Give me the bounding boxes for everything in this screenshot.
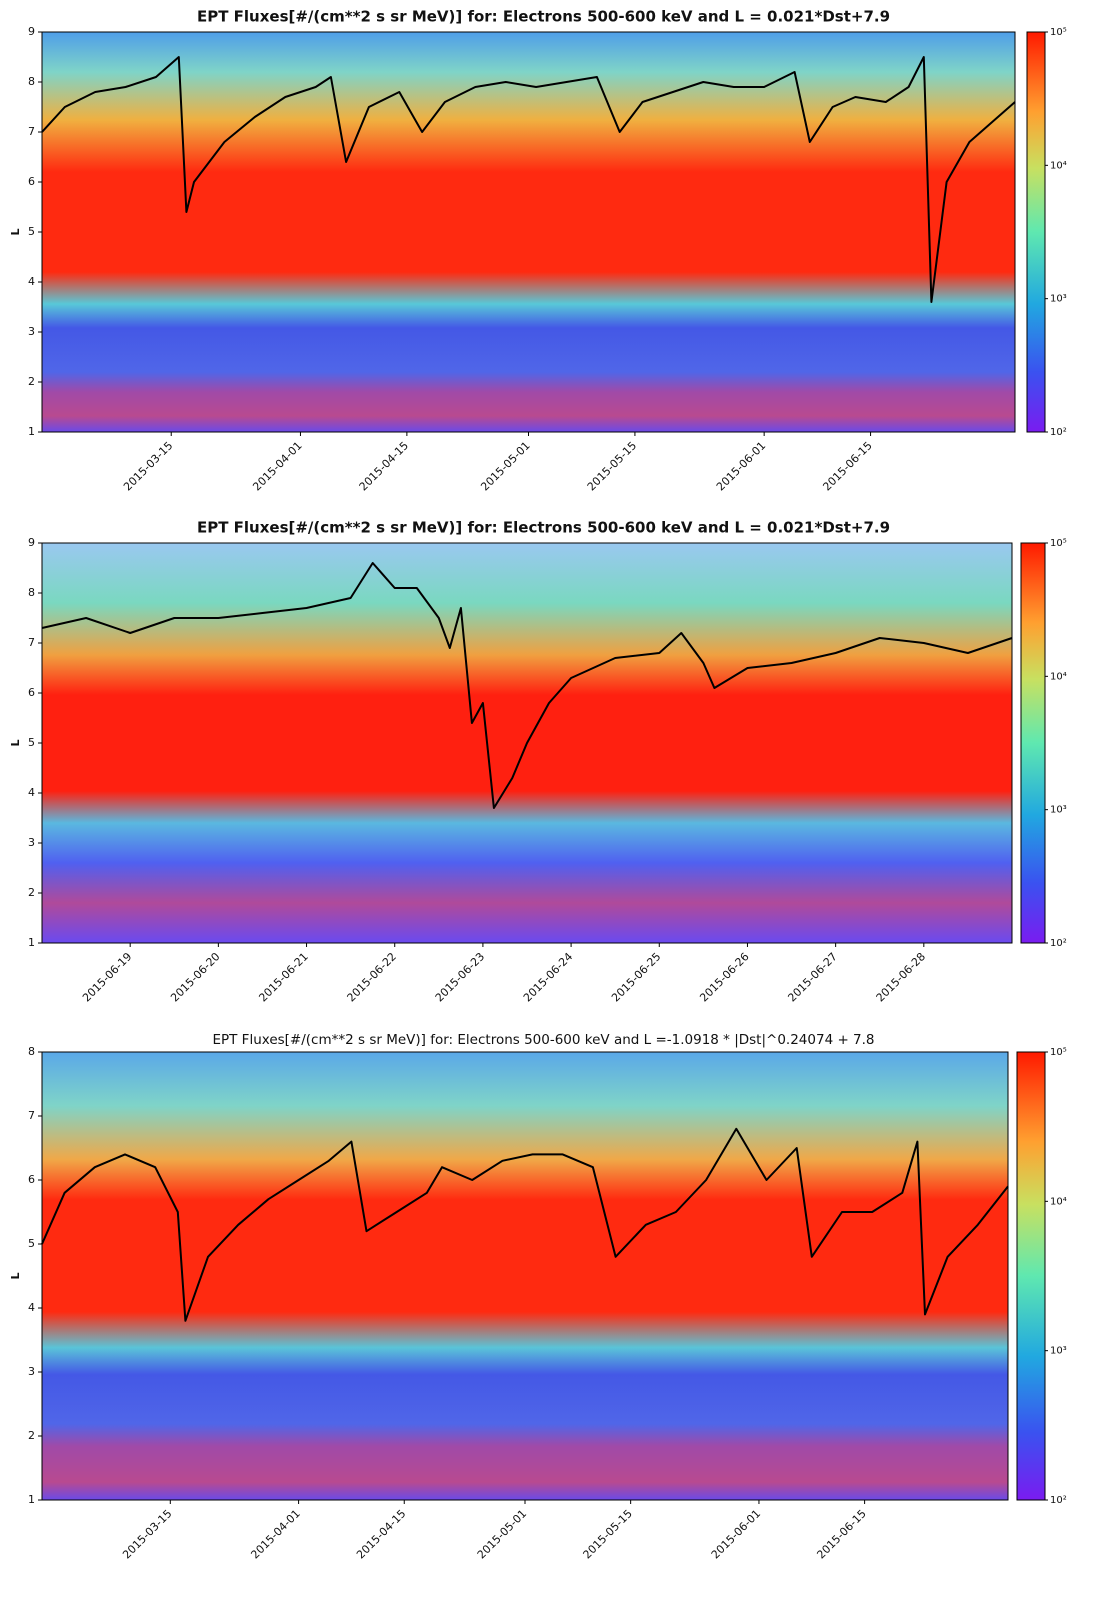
y-axis-label: L bbox=[9, 1272, 22, 1279]
colorbar-tick-label: 10⁴ bbox=[1050, 160, 1067, 171]
x-tick-label: 2015-06-01 bbox=[709, 1507, 763, 1561]
colorbar-tick-label: 10³ bbox=[1050, 805, 1067, 816]
y-tick-label: 6 bbox=[28, 1173, 35, 1186]
y-tick-label: 2 bbox=[28, 886, 35, 899]
y-tick-label: 8 bbox=[28, 1045, 35, 1058]
x-tick-label: 2015-04-01 bbox=[248, 1507, 302, 1561]
x-tick-label: 2015-04-15 bbox=[354, 1507, 408, 1561]
chart-title: EPT Fluxes[#/(cm**2 s sr MeV)] for: Elec… bbox=[212, 1032, 874, 1048]
y-tick-label: 6 bbox=[28, 175, 35, 188]
x-tick-label: 2015-06-27 bbox=[785, 950, 839, 1004]
colorbar-tick-label: 10⁴ bbox=[1050, 671, 1067, 682]
x-tick-label: 2015-03-15 bbox=[121, 439, 175, 493]
x-tick-label: 2015-06-21 bbox=[256, 950, 310, 1004]
x-tick-label: 2015-05-01 bbox=[478, 439, 532, 493]
y-tick-label: 1 bbox=[28, 425, 35, 438]
y-tick-label: 4 bbox=[28, 275, 35, 288]
chart-title: EPT Fluxes[#/(cm**2 s sr MeV)] for: Elec… bbox=[197, 8, 890, 26]
y-tick-label: 3 bbox=[28, 836, 35, 849]
x-tick-label: 2015-03-15 bbox=[120, 1507, 174, 1561]
l-dst-line bbox=[41, 56, 1016, 303]
colorbar-tick-label: 10³ bbox=[1050, 294, 1067, 305]
x-tick-label: 2015-06-22 bbox=[345, 950, 399, 1004]
colorbar-tick-label: 10⁴ bbox=[1050, 1196, 1067, 1207]
y-tick-label: 9 bbox=[28, 25, 35, 38]
colorbar-tick-label: 10⁵ bbox=[1050, 538, 1067, 549]
y-axis-label: L bbox=[9, 228, 22, 235]
x-tick-label: 2015-06-25 bbox=[609, 950, 663, 1004]
colorbar-tick-label: 10⁵ bbox=[1050, 27, 1067, 38]
y-tick-label: 7 bbox=[28, 636, 35, 649]
plot-frame bbox=[41, 1051, 1009, 1501]
y-tick-label: 1 bbox=[28, 936, 35, 949]
y-tick-label: 6 bbox=[28, 686, 35, 699]
y-tick-label: 2 bbox=[28, 1429, 35, 1442]
colorbar-tick-label: 10² bbox=[1050, 1495, 1067, 1506]
x-tick-label: 2015-06-20 bbox=[168, 950, 222, 1004]
y-tick-label: 2 bbox=[28, 375, 35, 388]
chart-title: EPT Fluxes[#/(cm**2 s sr MeV)] for: Elec… bbox=[197, 519, 890, 537]
l-dst-line bbox=[41, 562, 1013, 809]
x-tick-label: 2015-06-19 bbox=[80, 950, 134, 1004]
x-tick-label: 2015-06-01 bbox=[714, 439, 768, 493]
l-dst-line bbox=[41, 1127, 1009, 1322]
flux-heatmap bbox=[42, 32, 1015, 432]
colorbar-tick-label: 10² bbox=[1050, 938, 1067, 949]
flux-heatmap bbox=[42, 1052, 1008, 1500]
x-tick-label: 2015-04-01 bbox=[250, 439, 304, 493]
colorbar bbox=[1020, 542, 1046, 944]
y-tick-label: 7 bbox=[28, 1109, 35, 1122]
x-tick-label: 2015-05-01 bbox=[475, 1507, 529, 1561]
x-tick-label: 2015-06-23 bbox=[433, 950, 487, 1004]
x-tick-label: 2015-05-15 bbox=[585, 439, 639, 493]
colorbar-tick-label: 10² bbox=[1050, 427, 1067, 438]
x-tick-label: 2015-06-26 bbox=[697, 950, 751, 1004]
y-tick-label: 3 bbox=[28, 1365, 35, 1378]
y-tick-label: 4 bbox=[28, 1301, 35, 1314]
colorbar-tick-label: 10³ bbox=[1050, 1346, 1067, 1357]
y-tick-label: 5 bbox=[28, 736, 35, 749]
y-tick-label: 9 bbox=[28, 536, 35, 549]
colorbar bbox=[1026, 31, 1046, 433]
x-tick-label: 2015-05-15 bbox=[580, 1507, 634, 1561]
y-tick-label: 3 bbox=[28, 325, 35, 338]
colorbar-tick-label: 10⁵ bbox=[1050, 1047, 1067, 1058]
plot-frame bbox=[41, 31, 1016, 433]
plot-frame bbox=[41, 542, 1013, 944]
x-tick-label: 2015-06-28 bbox=[874, 950, 928, 1004]
y-tick-label: 8 bbox=[28, 75, 35, 88]
y-tick-label: 4 bbox=[28, 786, 35, 799]
y-tick-label: 5 bbox=[28, 1237, 35, 1250]
y-tick-label: 5 bbox=[28, 225, 35, 238]
y-tick-label: 7 bbox=[28, 125, 35, 138]
x-tick-label: 2015-06-15 bbox=[814, 1507, 868, 1561]
colorbar bbox=[1016, 1051, 1046, 1501]
x-tick-label: 2015-06-24 bbox=[521, 950, 575, 1004]
y-tick-label: 8 bbox=[28, 586, 35, 599]
x-tick-label: 2015-06-15 bbox=[820, 439, 874, 493]
y-tick-label: 1 bbox=[28, 1493, 35, 1506]
x-tick-label: 2015-04-15 bbox=[357, 439, 411, 493]
y-axis-label: L bbox=[9, 739, 22, 746]
